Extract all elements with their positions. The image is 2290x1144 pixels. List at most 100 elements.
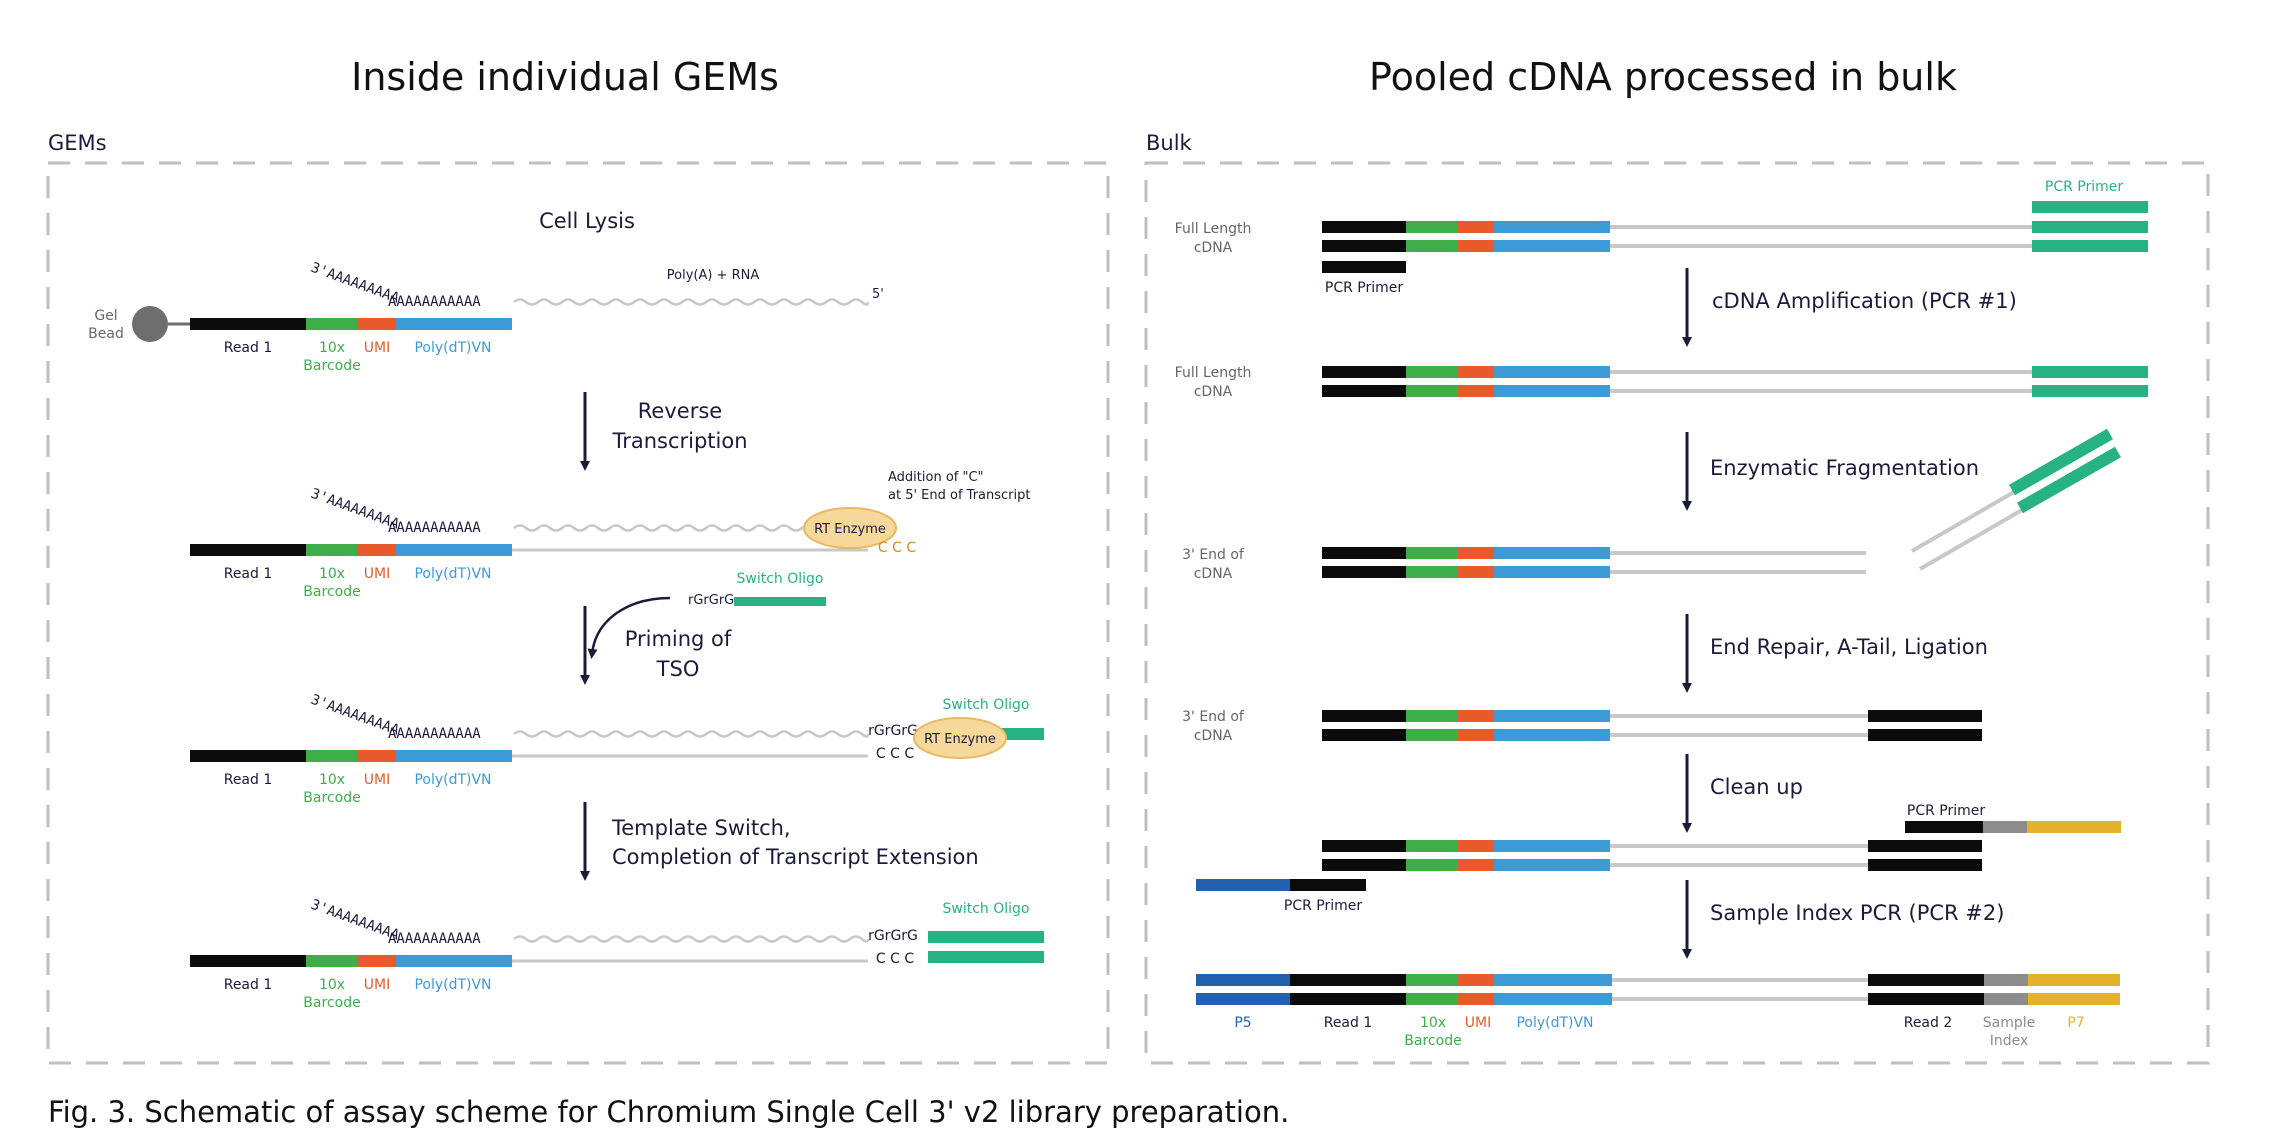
ligated-cdna-strand2-read1 xyxy=(1322,729,1406,741)
ligated-cdna-strand1-read1 xyxy=(1322,710,1406,722)
rgrgrg-label-free: rGrGrG xyxy=(688,593,734,608)
rgrgrg-label-row4: rGrGrG xyxy=(868,928,918,944)
fragment-strand-2 xyxy=(1918,508,2024,571)
final-read2-1 xyxy=(1868,974,1984,986)
mrna-strand-row3 xyxy=(513,730,870,738)
five-prime-label: 5' xyxy=(872,287,884,302)
ligated-cdna-strand2-polydt xyxy=(1494,729,1610,741)
ligated-adapter1 xyxy=(1868,710,1982,722)
final-label-read1: Read 1 xyxy=(1324,1015,1373,1031)
final-read1-1 xyxy=(1290,974,1406,986)
cleanup-cdna-strand1-barcode xyxy=(1406,840,1458,852)
step-clean-up: Clean up xyxy=(1710,775,1803,799)
polydt-segment-row4 xyxy=(396,955,512,967)
poly-a-run-row4: AAAAAAAAAAA xyxy=(388,931,481,947)
final-barcode-2 xyxy=(1406,993,1458,1005)
final-read1-2 xyxy=(1290,993,1406,1005)
rt-enzyme-icon-row3 xyxy=(913,717,1007,759)
pcr-primer-right-index xyxy=(1983,821,2027,833)
ligated-cdna-strand2-umi xyxy=(1458,729,1494,741)
rgrgrg-label-row3: rGrGrG xyxy=(868,723,918,739)
poly-a-run-row2: AAAAAAAAAAA xyxy=(388,520,481,536)
pcr-primer-label-top: PCR Primer xyxy=(2045,179,2123,195)
umi-segment-row1 xyxy=(358,318,396,330)
cleanup-cdna-strand1-read1 xyxy=(1322,840,1406,852)
fragment-cdna-strand2-polydt xyxy=(1494,566,1610,578)
pcr-primer-black xyxy=(1322,261,1406,273)
amplified-cdna-strand2-umi xyxy=(1458,385,1494,397)
amplified-cdna-strand1-read1 xyxy=(1322,366,1406,378)
switch-oligo-free-label: Switch Oligo xyxy=(737,571,824,587)
final-label-umi: UMI xyxy=(1465,1015,1491,1031)
rt-enzyme-label: RT Enzyme xyxy=(814,522,886,537)
switch-oligo-free xyxy=(734,597,826,606)
umi-label-row4: UMI xyxy=(364,977,390,993)
step-sample-index-pcr: Sample Index PCR (PCR #2) xyxy=(1710,901,2004,925)
pcr-primer-left-read1 xyxy=(1290,879,1366,891)
final-barcode-1 xyxy=(1406,974,1458,986)
final-label-p7: P7 xyxy=(2067,1015,2084,1031)
final-p5-1 xyxy=(1196,974,1290,986)
fragment-cdna-strand1-polydt xyxy=(1494,547,1610,559)
fragment-cdna-strand2-read1 xyxy=(1322,566,1406,578)
ligated-adapter2 xyxy=(1868,729,1982,741)
full-cdna-a-primer1 xyxy=(2032,221,2148,233)
three-end-cdna-label-2b: cDNA xyxy=(1194,728,1233,744)
fragment-cdna-strand2-barcode xyxy=(1406,566,1458,578)
gems-section-label: GEMs xyxy=(48,131,107,155)
amplified-cdna-primer2 xyxy=(2032,385,2148,397)
fragment-cdna-strand1-read1 xyxy=(1322,547,1406,559)
final-label-read2: Read 2 xyxy=(1904,1015,1953,1031)
bulk-section-label: Bulk xyxy=(1146,131,1193,155)
mrna-strand-row4 xyxy=(513,935,870,943)
barcode-label2-row2: Barcode xyxy=(303,584,360,600)
full-cdna-a-strand1-polydt xyxy=(1494,221,1610,233)
barcode-label-row1: 10x xyxy=(319,340,345,356)
gel-bead-icon xyxy=(132,306,168,342)
umi-label-row3: UMI xyxy=(364,772,390,788)
switch-oligo-label-row3: Switch Oligo xyxy=(943,697,1030,713)
amplified-cdna-strand1-umi xyxy=(1458,366,1494,378)
three-end-cdna-label-1b: cDNA xyxy=(1194,566,1233,582)
final-umi-1 xyxy=(1458,974,1494,986)
polydt-segment-row2 xyxy=(396,544,512,556)
three-end-cdna-label-1a: 3' End of xyxy=(1182,547,1245,563)
final-label-barcode-line1: 10x xyxy=(1420,1015,1446,1031)
amplified-cdna-strand1-polydt xyxy=(1494,366,1610,378)
polydt-label-row1: Poly(dT)VN xyxy=(414,340,491,356)
step-enzymatic-fragmentation: Enzymatic Fragmentation xyxy=(1710,456,1979,480)
ligated-cdna-strand1-barcode xyxy=(1406,710,1458,722)
pcr-primer-right-read2 xyxy=(1905,821,1983,833)
final-polydt-2 xyxy=(1494,993,1612,1005)
amplified-cdna-strand2-barcode xyxy=(1406,385,1458,397)
final-index-1 xyxy=(1984,974,2028,986)
barcode-segment-row1 xyxy=(306,318,358,330)
polydt-label-row4: Poly(dT)VN xyxy=(414,977,491,993)
step-end-repair: End Repair, A-Tail, Ligation xyxy=(1710,635,1988,659)
amplified-cdna-strand2-read1 xyxy=(1322,385,1406,397)
addition-c-label-line2: at 5' End of Transcript xyxy=(888,488,1030,503)
final-label-sample-index-line2: Index xyxy=(1990,1033,2029,1049)
switch-oligo-row4-top xyxy=(928,931,1044,943)
full-cdna-a-strand1-umi xyxy=(1458,221,1494,233)
final-p7-2 xyxy=(2028,993,2120,1005)
pcr-primer-right-p7 xyxy=(2027,821,2121,833)
fragment-cdna-strand1-barcode xyxy=(1406,547,1458,559)
barcode-segment-row4 xyxy=(306,955,358,967)
amplified-cdna-strand2-polydt xyxy=(1494,385,1610,397)
ligated-cdna-strand1-umi xyxy=(1458,710,1494,722)
read1-label-row1: Read 1 xyxy=(224,340,273,356)
final-umi-2 xyxy=(1458,993,1494,1005)
fragment-strand-1 xyxy=(1910,490,2016,553)
full-cdna-a-strand1-barcode xyxy=(1406,221,1458,233)
poly-a-run-row1: AAAAAAAAAAA xyxy=(388,294,481,310)
step-template-switch-line1: Template Switch, xyxy=(611,816,791,840)
cleanup-cdna-strand2-barcode xyxy=(1406,859,1458,871)
gems-dashed-box xyxy=(46,161,1110,1065)
gel-bead-label-line1: Gel xyxy=(94,308,117,324)
read1-label-row4: Read 1 xyxy=(224,977,273,993)
read1-segment-row4 xyxy=(190,955,306,967)
poly-a-run-row3: AAAAAAAAAAA xyxy=(388,726,481,742)
polydt-segment-row1 xyxy=(396,318,512,330)
